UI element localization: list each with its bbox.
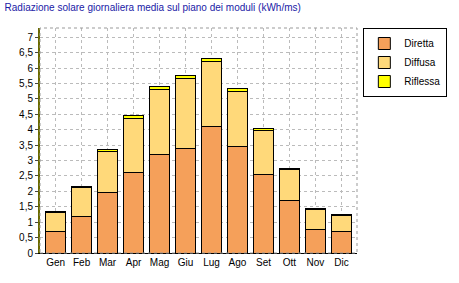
svg-text:Radiazione solare giornaliera: Radiazione solare giornaliera media sul … [5,2,301,13]
svg-text:Nov: Nov [307,257,325,268]
svg-text:Dic: Dic [334,257,348,268]
svg-text:2: 2 [27,186,33,197]
svg-text:Ago: Ago [229,257,247,268]
svg-text:Set: Set [256,257,271,268]
svg-text:Mar: Mar [99,257,117,268]
svg-text:0,5: 0,5 [19,232,33,243]
svg-text:2,5: 2,5 [19,170,33,181]
svg-text:1: 1 [27,217,33,228]
svg-text:0: 0 [27,248,33,259]
svg-text:Diretta: Diretta [404,38,434,49]
svg-text:Giu: Giu [178,257,194,268]
svg-text:6,5: 6,5 [19,47,33,58]
svg-text:Mag: Mag [150,257,169,268]
svg-text:1,5: 1,5 [19,201,33,212]
svg-text:Diffusa: Diffusa [404,57,435,68]
svg-text:5,5: 5,5 [19,78,33,89]
svg-text:4,5: 4,5 [19,109,33,120]
svg-text:4: 4 [27,124,33,135]
svg-text:3,5: 3,5 [19,140,33,151]
svg-text:Feb: Feb [73,257,91,268]
svg-text:Lug: Lug [203,257,220,268]
svg-text:Apr: Apr [126,257,142,268]
svg-text:3: 3 [27,155,33,166]
svg-text:Riflessa: Riflessa [404,76,440,87]
svg-text:Gen: Gen [46,257,65,268]
svg-text:5: 5 [27,93,33,104]
svg-text:7: 7 [27,32,33,43]
svg-text:Ott: Ott [283,257,297,268]
svg-text:6: 6 [27,63,33,74]
